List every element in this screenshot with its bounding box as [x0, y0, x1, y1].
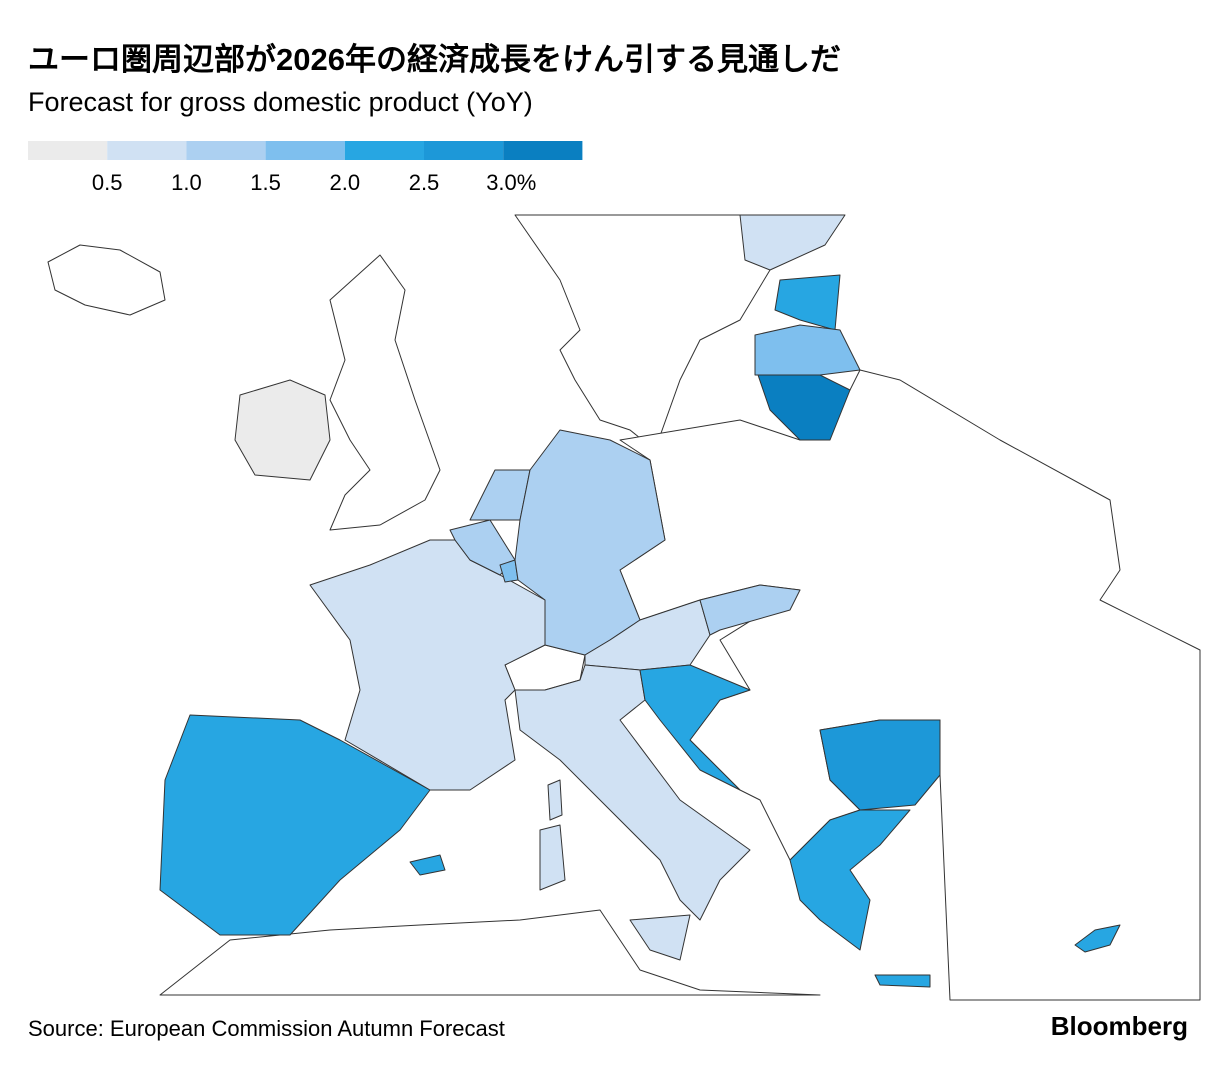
bulgaria: [819, 719, 941, 811]
great-britain: [329, 254, 441, 531]
source: Source: European Commission Autumn Forec…: [28, 1016, 505, 1041]
title: ユーロ圏周辺部が2026年の経済成長をけん引する見通しだ: [28, 42, 841, 77]
legend-tick-label: 3.0%: [486, 170, 536, 195]
legend-swatch: [503, 141, 583, 160]
crete: [874, 974, 931, 988]
legend-swatch: [28, 141, 108, 160]
subtitle: Forecast for gross domestic product (YoY…: [28, 87, 533, 117]
brand: Bloomberg: [1051, 1011, 1188, 1041]
iberia: [159, 714, 431, 936]
italy: [514, 664, 751, 921]
legend-swatch: [107, 141, 187, 160]
legend: 0.5 1.0 1.5 2.0 2.5 3.0%: [28, 141, 583, 195]
estonia: [774, 274, 841, 331]
base-map: [47, 214, 1201, 1001]
corsica: [547, 779, 563, 821]
sicily: [629, 914, 691, 961]
legend-tick-label: 2.0: [330, 170, 361, 195]
slovakia: [699, 584, 801, 636]
scandinavia: [514, 214, 771, 451]
croatia-slovenia: [639, 664, 751, 791]
legend-tick-label: 2.5: [409, 170, 440, 195]
latvia: [754, 324, 861, 376]
greece: [789, 809, 911, 951]
sardinia: [539, 824, 566, 891]
iceland: [47, 244, 166, 316]
balearic: [409, 854, 446, 876]
legend-swatch: [186, 141, 266, 160]
france: [309, 539, 546, 791]
ireland: [234, 379, 331, 481]
legend-tick-label: 1.5: [250, 170, 281, 195]
legend-tick-label: 0.5: [92, 170, 123, 195]
cyprus: [1074, 924, 1121, 953]
legend-swatch: [344, 141, 424, 160]
legend-tick-label: 1.0: [171, 170, 202, 195]
eurozone-countries: [159, 214, 1121, 988]
legend-swatch: [265, 141, 345, 160]
lithuania: [757, 374, 851, 441]
finland: [739, 214, 846, 271]
legend-swatch: [424, 141, 504, 160]
